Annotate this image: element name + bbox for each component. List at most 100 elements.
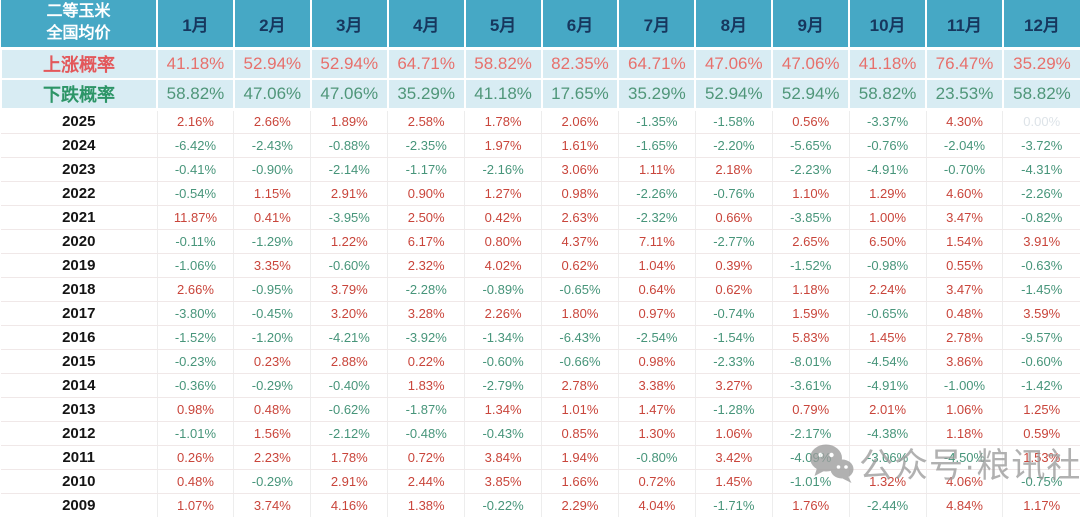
value-cell: -2.12% — [310, 421, 388, 446]
value-cell: 3.38% — [617, 373, 696, 398]
probability-cell: 64.71% — [386, 48, 465, 79]
fall-probability-label: 下跌概率 — [0, 78, 157, 110]
value-cell: 0.56% — [771, 109, 850, 134]
table-row: 2017 -3.80% -0.45% 3.20% 3.28% 2.26% 1.80% 0.97… — [1, 301, 1080, 326]
value-cell: -1.06% — [156, 253, 234, 278]
value-cell: 2.26% — [464, 301, 542, 326]
value-cell: 2.91% — [310, 469, 388, 494]
value-cell: 0.66% — [694, 205, 773, 230]
value-cell: 3.79% — [310, 277, 388, 302]
value-cell: 3.06% — [541, 157, 619, 182]
value-cell: -1.52% — [156, 325, 234, 350]
value-cell: -0.76% — [848, 133, 927, 158]
value-cell: 3.91% — [1002, 229, 1080, 254]
value-cell: 3.84% — [464, 445, 542, 470]
value-cell: -4.09% — [771, 445, 850, 470]
value-cell: 2.88% — [310, 349, 388, 374]
value-cell: 1.80% — [541, 301, 619, 326]
value-cell: 0.90% — [387, 181, 465, 206]
value-cell: -2.16% — [464, 157, 542, 182]
value-cell: -1.00% — [925, 373, 1003, 398]
value-cell: -1.87% — [387, 397, 465, 422]
value-cell: 5.83% — [771, 325, 850, 350]
year-label: 2015 — [1, 349, 158, 374]
value-cell: 0.85% — [541, 421, 619, 446]
month-header: 8月 — [694, 0, 773, 49]
value-cell: 1.01% — [541, 397, 619, 422]
value-cell: 0.23% — [233, 349, 311, 374]
value-cell: -4.50% — [925, 445, 1003, 470]
table-row: 2023 -0.41% -0.90% -2.14% -1.17% -2.16% 3.06% 1… — [1, 157, 1080, 182]
value-cell: -0.70% — [925, 157, 1003, 182]
value-cell: 1.54% — [925, 229, 1003, 254]
value-cell: -1.28% — [694, 397, 773, 422]
probability-cell: 47.06% — [309, 78, 388, 110]
table-row: 2024 -6.42% -2.43% -0.88% -2.35% 1.97% 1.61% -1… — [1, 133, 1080, 158]
year-label: 2023 — [1, 157, 158, 182]
value-cell: 0.72% — [387, 445, 465, 470]
value-cell: 4.30% — [925, 109, 1003, 134]
table-row: 2013 0.98% 0.48% -0.62% -1.87% 1.34% 1.01% 1.47… — [1, 397, 1080, 422]
value-cell: 2.78% — [925, 325, 1003, 350]
table-row: 2015 -0.23% 0.23% 2.88% 0.22% -0.60% -0.66% 0.9… — [1, 349, 1080, 374]
table-row: 2010 0.48% -0.29% 2.91% 2.44% 3.85% 1.66% 0.72%… — [1, 469, 1080, 494]
value-cell: -0.62% — [310, 397, 388, 422]
value-cell: 2.01% — [848, 397, 927, 422]
value-cell: 1.47% — [617, 397, 696, 422]
table-row: 2018 2.66% -0.95% 3.79% -2.28% -0.89% -0.65% 0.… — [1, 277, 1080, 302]
table-row: 2021 11.87% 0.41% -3.95% 2.50% 0.42% 2.63% -2.3… — [1, 205, 1080, 230]
value-cell: -2.32% — [617, 205, 696, 230]
value-cell: -0.66% — [541, 349, 619, 374]
value-cell: -1.71% — [694, 493, 773, 517]
value-cell: -0.74% — [694, 301, 773, 326]
month-header: 4月 — [386, 0, 465, 49]
value-cell: -2.77% — [694, 229, 773, 254]
value-cell: -2.04% — [925, 133, 1003, 158]
value-cell: 0.98% — [156, 397, 234, 422]
value-cell: -4.91% — [848, 157, 927, 182]
value-cell: 2.24% — [848, 277, 927, 302]
probability-cell: 58.82% — [1001, 78, 1080, 110]
value-cell: 2.78% — [541, 373, 619, 398]
value-cell: 2.91% — [310, 181, 388, 206]
probability-cell: 47.06% — [232, 78, 311, 110]
value-cell: -0.40% — [310, 373, 388, 398]
value-cell: -3.37% — [848, 109, 927, 134]
year-label: 2021 — [1, 205, 158, 230]
value-cell: 3.86% — [925, 349, 1003, 374]
value-cell: -1.20% — [233, 325, 311, 350]
value-cell: 3.47% — [925, 205, 1003, 230]
value-cell: 0.79% — [771, 397, 850, 422]
value-cell: 0.80% — [464, 229, 542, 254]
value-cell: -0.95% — [233, 277, 311, 302]
value-cell: 0.26% — [156, 445, 234, 470]
value-cell: -5.65% — [771, 133, 850, 158]
value-cell: 2.23% — [233, 445, 311, 470]
value-cell: -1.42% — [1002, 373, 1080, 398]
value-cell: -8.01% — [771, 349, 850, 374]
value-cell: 0.98% — [541, 181, 619, 206]
month-header: 9月 — [771, 0, 850, 49]
value-cell: -6.43% — [541, 325, 619, 350]
value-cell: 3.27% — [694, 373, 773, 398]
value-cell: 0.98% — [617, 349, 696, 374]
value-cell: -3.95% — [310, 205, 388, 230]
value-cell: -4.31% — [1002, 157, 1080, 182]
year-label: 2014 — [1, 373, 158, 398]
table-row: 2016 -1.52% -1.20% -4.21% -3.92% -1.34% -6.43%… — [1, 325, 1080, 350]
value-cell: -0.45% — [233, 301, 311, 326]
value-cell: 2.06% — [541, 109, 619, 134]
year-label: 2009 — [1, 493, 158, 517]
value-cell: 11.87% — [156, 205, 234, 230]
table-row: 2012 -1.01% 1.56% -2.12% -0.48% -0.43% 0.85% 1.… — [1, 421, 1080, 446]
value-cell: 1.78% — [464, 109, 542, 134]
value-cell: -0.11% — [156, 229, 234, 254]
value-cell: -0.63% — [1002, 253, 1080, 278]
year-label: 2012 — [1, 421, 158, 446]
value-cell: 0.48% — [156, 469, 234, 494]
value-cell: 0.59% — [1002, 421, 1080, 446]
value-cell: 1.56% — [233, 421, 311, 446]
month-header: 11月 — [925, 0, 1003, 49]
value-cell: 6.50% — [848, 229, 927, 254]
value-cell: -2.35% — [387, 133, 465, 158]
